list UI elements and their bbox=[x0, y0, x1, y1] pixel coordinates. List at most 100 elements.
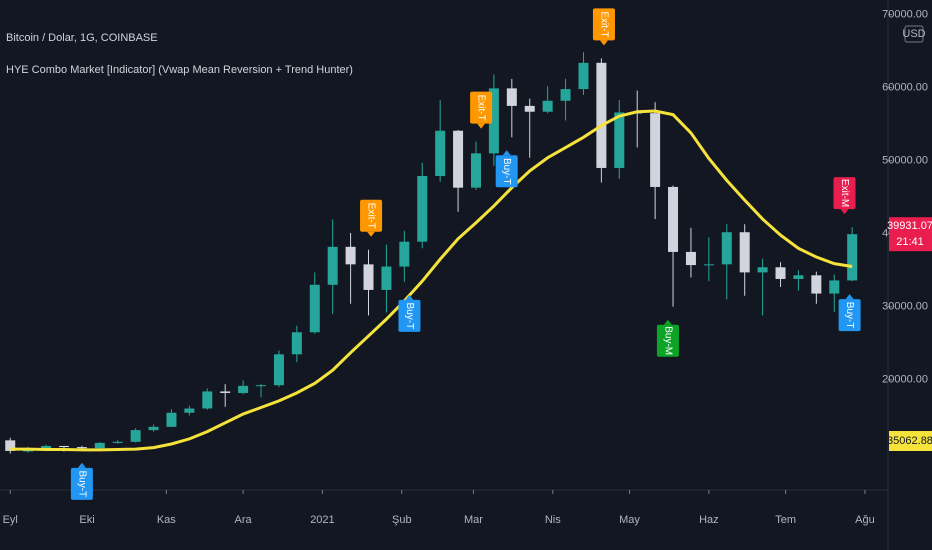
candle-body bbox=[650, 113, 661, 187]
candle-body bbox=[345, 246, 356, 265]
x-tick-label: Ara bbox=[235, 514, 253, 526]
signal-text: Buy-T bbox=[404, 303, 415, 330]
signal-label bbox=[592, 8, 615, 41]
candle-body bbox=[739, 232, 750, 273]
signal-label bbox=[70, 467, 93, 500]
signal-pointer bbox=[477, 123, 486, 129]
candle-body bbox=[488, 88, 499, 154]
candle-body bbox=[560, 89, 571, 101]
candle-body bbox=[470, 153, 481, 188]
x-tick-label: Ağu bbox=[855, 514, 875, 526]
signal-label bbox=[360, 199, 383, 232]
signal-text: Exit-T bbox=[475, 95, 486, 121]
candle-body bbox=[309, 284, 320, 333]
chart-title: Bitcoin / Dolar, 1G, COINBASE bbox=[6, 32, 158, 44]
candle-body bbox=[381, 266, 392, 290]
candle-body bbox=[256, 385, 267, 387]
signal-label bbox=[398, 299, 421, 332]
unit-box[interactable] bbox=[904, 25, 924, 43]
x-tick-label: May bbox=[619, 514, 640, 526]
x-tick-label: Eyl bbox=[3, 514, 18, 526]
candle-body bbox=[453, 130, 464, 188]
y-tick-label: 50000.00 bbox=[882, 155, 928, 167]
x-tick-label: Şub bbox=[392, 514, 412, 526]
candle-body bbox=[184, 408, 195, 413]
candle-body bbox=[220, 391, 231, 394]
candle-body bbox=[524, 105, 535, 112]
candle-body bbox=[273, 354, 284, 386]
signal-pointer bbox=[502, 150, 511, 156]
y-tick-label: 20000.00 bbox=[882, 374, 928, 386]
candle-body bbox=[148, 426, 159, 431]
signal-label bbox=[833, 177, 856, 210]
candle-body bbox=[94, 442, 105, 449]
candle-body bbox=[417, 175, 428, 242]
vwap-price-box bbox=[889, 431, 932, 451]
x-tick-label: Haz bbox=[699, 514, 719, 526]
vwap-price: 35062.88 bbox=[887, 435, 932, 447]
signal-label bbox=[656, 324, 679, 357]
candle-body bbox=[578, 62, 589, 90]
signal-pointer bbox=[405, 294, 414, 300]
candle-body bbox=[327, 246, 338, 285]
signal-pointer bbox=[845, 294, 854, 300]
candle-body bbox=[668, 186, 679, 252]
signal-text: Buy-T bbox=[501, 158, 512, 185]
candle-body bbox=[703, 264, 714, 266]
signal-text: Exit-T bbox=[598, 11, 609, 37]
signal-pointer bbox=[840, 209, 849, 215]
signal-text: Buy-T bbox=[844, 302, 855, 329]
x-tick-label: Eki bbox=[79, 514, 94, 526]
signal-pointer bbox=[599, 40, 608, 46]
candle-body bbox=[112, 441, 123, 443]
signal-pointer bbox=[367, 231, 376, 237]
signal-text: Buy-T bbox=[76, 471, 87, 498]
candle-body bbox=[542, 100, 553, 112]
candle-body bbox=[757, 267, 768, 273]
signal-text: Buy-M bbox=[662, 326, 673, 355]
candle-body bbox=[793, 275, 804, 279]
candle-body bbox=[811, 275, 822, 294]
y-tick-label: 30000.00 bbox=[882, 301, 928, 313]
candle-body bbox=[775, 267, 786, 279]
y-unit: USD bbox=[902, 28, 925, 40]
x-tick-label: Kas bbox=[157, 514, 176, 526]
candle-body bbox=[166, 412, 177, 427]
candle-body bbox=[58, 445, 69, 448]
y-tick-label: 60000.00 bbox=[882, 82, 928, 94]
candle-body bbox=[23, 450, 34, 452]
signal-text: Exit-M bbox=[839, 179, 850, 207]
signal-text: Exit-T bbox=[365, 203, 376, 229]
signal-pointer bbox=[663, 319, 672, 325]
candle-body bbox=[685, 251, 696, 266]
candle-body bbox=[596, 62, 607, 168]
x-tick-label: 2021 bbox=[310, 514, 334, 526]
candle-body bbox=[721, 232, 732, 265]
candle-body bbox=[435, 130, 446, 176]
last-price-box bbox=[889, 217, 932, 252]
candle-body bbox=[76, 447, 87, 449]
signal-label bbox=[838, 299, 861, 332]
x-tick-label: Tem bbox=[775, 514, 796, 526]
candle-body bbox=[202, 391, 213, 409]
signal-label bbox=[470, 91, 493, 124]
candle-body bbox=[847, 234, 858, 281]
x-tick-label: Mar bbox=[464, 514, 483, 526]
candle-body bbox=[506, 88, 517, 106]
candle-body bbox=[614, 112, 625, 168]
candle-body bbox=[5, 440, 16, 451]
candle-body bbox=[238, 385, 249, 394]
candle-body bbox=[363, 264, 374, 290]
signal-pointer bbox=[77, 462, 86, 468]
last-price: 39931.07 bbox=[887, 220, 932, 232]
y-tick-label: 70000.00 bbox=[882, 9, 928, 21]
countdown: 21:41 bbox=[896, 236, 924, 248]
signal-label bbox=[495, 155, 518, 188]
x-tick-label: Nis bbox=[545, 514, 561, 526]
vwap-line bbox=[10, 109, 853, 452]
candle-body bbox=[399, 241, 410, 267]
candle-body bbox=[130, 430, 141, 442]
candle-body bbox=[291, 332, 302, 355]
